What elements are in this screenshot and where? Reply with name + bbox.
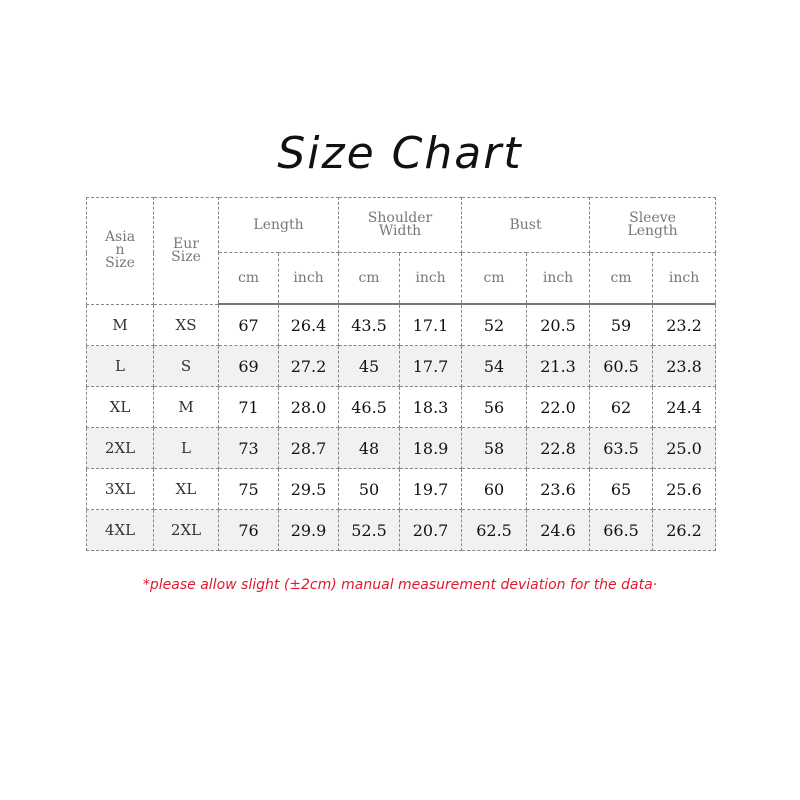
- size-table: Asia n Size Eur Size Length Shoulder Widt…: [86, 197, 717, 551]
- measurement-cell: 23.6: [526, 468, 591, 510]
- asian-size-cell: M: [86, 303, 154, 346]
- table-row: 3XL XL 75 29.5 50 19.7 60 23.6 65 25.6: [86, 468, 717, 510]
- measurement-cell: 45: [338, 345, 401, 387]
- header-eur-size: Eur Size: [153, 197, 219, 305]
- measurement-cell: 58: [461, 427, 528, 469]
- measurement-cell: 18.9: [399, 427, 463, 469]
- measurement-cell: 54: [461, 345, 528, 387]
- measurement-cell: 28.7: [277, 427, 340, 469]
- eur-size-cell: 2XL: [153, 509, 219, 551]
- table-row: L S 69 27.2 45 17.7 54 21.3 60.5 23.8: [86, 345, 717, 387]
- table-row: 2XL L 73 28.7 48 18.9 58 22.8 63.5 25.0: [86, 427, 717, 469]
- measurement-cell: 21.3: [526, 345, 591, 387]
- measurement-cell: 62.5: [461, 509, 528, 551]
- measurement-cell: 43.5: [338, 303, 401, 346]
- measurement-cell: 26.2: [652, 509, 717, 551]
- measurement-cell: 20.5: [526, 303, 591, 346]
- unit-header: inch: [526, 252, 591, 305]
- measurement-cell: 71: [218, 386, 279, 428]
- measurement-cell: 75: [218, 468, 279, 510]
- measurement-cell: 23.8: [652, 345, 717, 387]
- measurement-cell: 25.6: [652, 468, 717, 510]
- measurement-cell: 63.5: [589, 427, 654, 469]
- table-row: XL M 71 28.0 46.5 18.3 56 22.0 62 24.4: [86, 386, 717, 428]
- measurement-cell: 50: [338, 468, 401, 510]
- eur-size-cell: S: [153, 345, 219, 387]
- asian-size-cell: 4XL: [86, 509, 154, 551]
- header-bust: Bust: [461, 197, 591, 253]
- unit-header: cm: [218, 252, 279, 305]
- header-asian-size: Asia n Size: [86, 197, 154, 305]
- measurement-cell: 73: [218, 427, 279, 469]
- measurement-cell: 23.2: [652, 303, 717, 346]
- unit-header: cm: [589, 252, 654, 305]
- measurement-cell: 22.8: [526, 427, 591, 469]
- asian-size-cell: XL: [86, 386, 154, 428]
- measurement-cell: 60: [461, 468, 528, 510]
- measurement-cell: 66.5: [589, 509, 654, 551]
- measurement-cell: 17.1: [399, 303, 463, 346]
- measurement-cell: 28.0: [277, 386, 340, 428]
- unit-header: inch: [399, 252, 463, 305]
- measurement-note: *please allow slight (±2cm) manual measu…: [142, 577, 658, 593]
- measurement-cell: 29.9: [277, 509, 340, 551]
- unit-header: cm: [461, 252, 528, 305]
- eur-size-cell: XS: [153, 303, 219, 346]
- measurement-cell: 60.5: [589, 345, 654, 387]
- measurement-cell: 52.5: [338, 509, 401, 551]
- measurement-cell: 27.2: [277, 345, 340, 387]
- header-length: Length: [217, 197, 340, 253]
- eur-size-cell: M: [153, 386, 219, 428]
- measurement-cell: 22.0: [526, 386, 591, 428]
- measurement-cell: 76: [218, 509, 279, 551]
- eur-size-cell: L: [153, 427, 219, 469]
- measurement-cell: 24.6: [526, 509, 591, 551]
- measurement-cell: 19.7: [399, 468, 463, 510]
- asian-size-cell: 2XL: [86, 427, 154, 469]
- eur-size-cell: XL: [153, 468, 219, 510]
- measurement-cell: 67: [218, 303, 279, 346]
- measurement-cell: 18.3: [399, 386, 463, 428]
- measurement-cell: 52: [461, 303, 528, 346]
- measurement-cell: 20.7: [399, 509, 463, 551]
- measurement-cell: 25.0: [652, 427, 717, 469]
- table-row: M XS 67 26.4 43.5 17.1 52 20.5 59 23.2: [86, 303, 717, 346]
- asian-size-cell: L: [86, 345, 154, 387]
- page-title: Size Chart: [277, 128, 523, 179]
- measurement-cell: 29.5: [277, 468, 340, 510]
- measurement-cell: 56: [461, 386, 528, 428]
- measurement-cell: 17.7: [399, 345, 463, 387]
- measurement-cell: 24.4: [652, 386, 717, 428]
- header-sleeve-length: Sleeve Length: [589, 197, 717, 253]
- unit-header: inch: [652, 252, 717, 305]
- measurement-cell: 65: [589, 468, 654, 510]
- table-row: 4XL 2XL 76 29.9 52.5 20.7 62.5 24.6 66.5 26.2: [86, 509, 717, 551]
- unit-header: inch: [277, 252, 340, 305]
- measurement-cell: 48: [338, 427, 401, 469]
- measurement-cell: 46.5: [338, 386, 401, 428]
- measurement-cell: 62: [589, 386, 654, 428]
- header-shoulder-width: Shoulder Width: [338, 197, 463, 253]
- measurement-cell: 26.4: [277, 303, 340, 346]
- asian-size-cell: 3XL: [86, 468, 154, 510]
- measurement-cell: 69: [218, 345, 279, 387]
- unit-header: cm: [338, 252, 401, 305]
- measurement-cell: 59: [589, 303, 654, 346]
